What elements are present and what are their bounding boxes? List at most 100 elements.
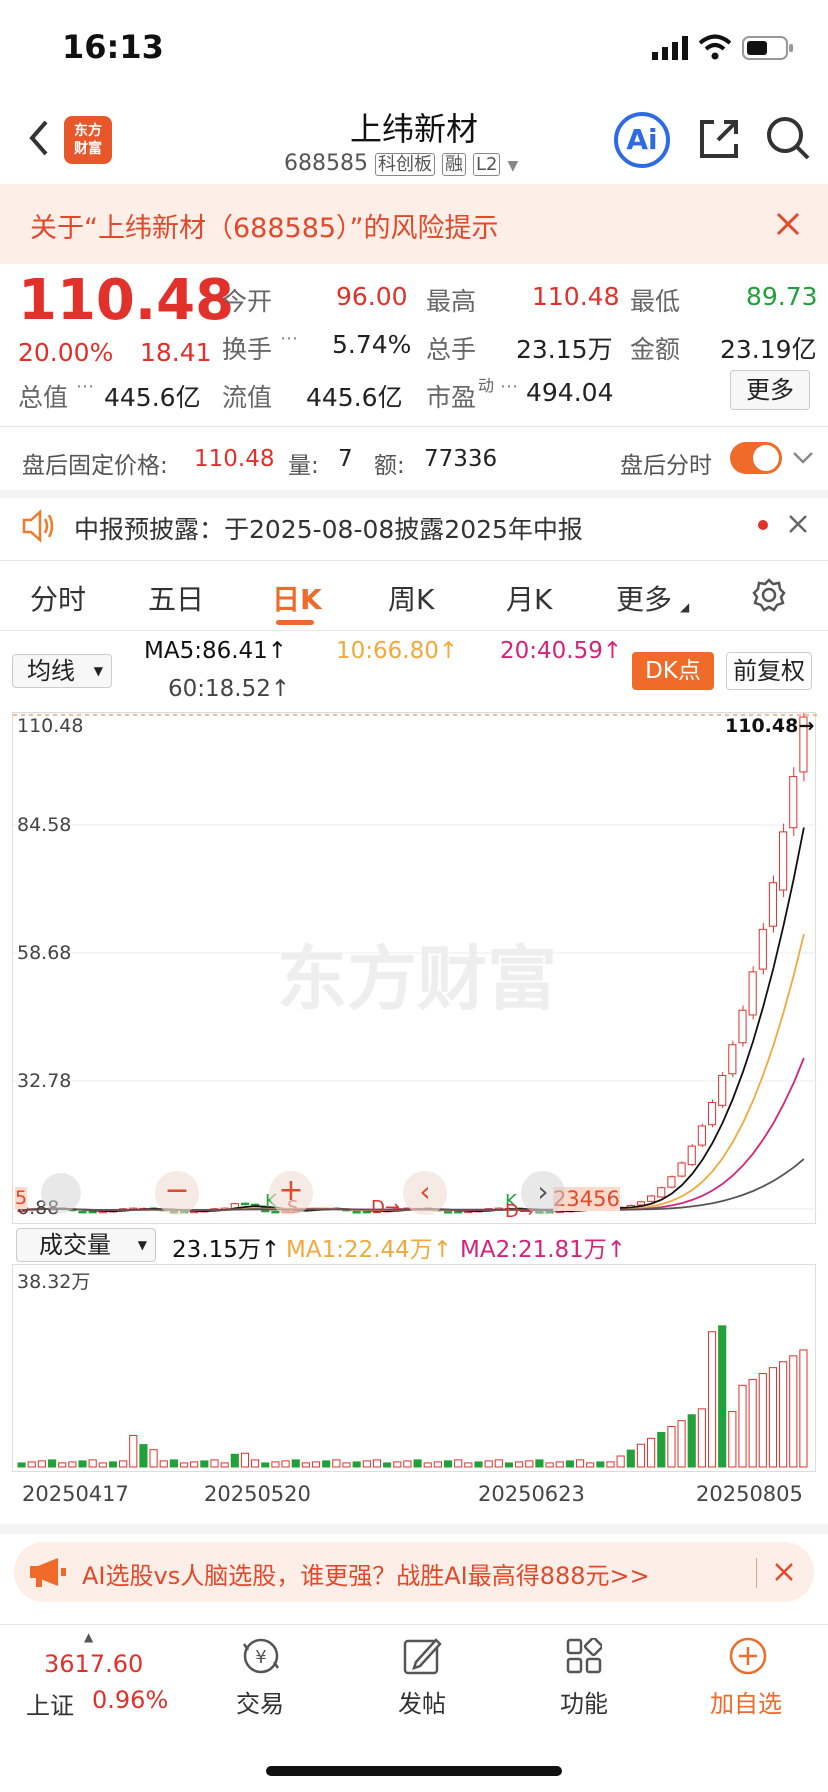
post-icon[interactable] <box>402 1636 442 1680</box>
chevron-down-icon[interactable] <box>792 450 814 470</box>
gear-icon[interactable] <box>752 578 786 616</box>
zoom-out-button[interactable] <box>41 1173 81 1213</box>
volume-bar <box>119 1460 128 1468</box>
date-label-3: 20250623 <box>478 1482 585 1506</box>
candle-body <box>768 882 778 927</box>
ai-icon[interactable]: Ai <box>614 112 670 168</box>
chevron-left-icon[interactable]: ‹ <box>403 1171 447 1215</box>
index-value[interactable]: 3617.60 <box>44 1650 144 1678</box>
stock-title: 上纬新材 <box>349 110 478 148</box>
nav-trade[interactable]: 交易 <box>236 1690 284 1718</box>
change-pct: 20.00% <box>18 338 114 367</box>
search-icon[interactable] <box>764 114 812 166</box>
current-price: 110.48 <box>18 268 235 333</box>
volume-bar <box>403 1460 412 1468</box>
chevron-right-icon[interactable]: › <box>521 1171 565 1215</box>
info-icon[interactable]: ⋯ <box>280 328 298 349</box>
wifi-icon <box>698 34 732 64</box>
y-label-3: 58.68 <box>17 942 72 964</box>
nav-post[interactable]: 发帖 <box>398 1690 446 1718</box>
volume-bar <box>342 1462 351 1468</box>
date-label-1: 20250417 <box>22 1482 129 1506</box>
nav-add-watchlist[interactable]: 加自选 <box>710 1690 782 1718</box>
volume-bar <box>58 1462 67 1468</box>
back-icon[interactable] <box>26 118 50 162</box>
app-logo: 东方 财富 <box>64 116 112 164</box>
change-value: 18.41 <box>140 338 212 367</box>
svg-text:¥: ¥ <box>255 1647 266 1668</box>
volume-bar <box>17 1462 26 1468</box>
stock-code: 688585 <box>284 151 368 176</box>
candle-body <box>362 1210 371 1214</box>
y-label-top: 110.48 <box>17 715 84 737</box>
date-label-2: 20250520 <box>204 1482 311 1506</box>
ad-text: AI选股vs人脑选股，谁更强？战胜AI最高得888元>> <box>82 1562 650 1590</box>
tab-more[interactable]: 更多 <box>616 583 673 616</box>
volume-bar <box>464 1462 473 1468</box>
volume-bar <box>271 1461 280 1468</box>
add-watchlist-icon[interactable] <box>728 1636 768 1680</box>
tab-five-day[interactable]: 五日 <box>148 583 205 616</box>
open-label: 今开 <box>222 287 273 316</box>
kline-chart[interactable]: 东方财富 110.48 84.58 58.68 32.78 6.88 110.4… <box>12 706 817 1224</box>
turnover-label: 换手 <box>222 335 273 364</box>
volume-bar <box>758 1373 767 1468</box>
adjust-button[interactable]: 前复权 <box>726 652 812 690</box>
close-icon[interactable] <box>776 212 800 240</box>
speaker-icon <box>20 508 56 548</box>
more-button[interactable]: 更多 <box>730 370 810 410</box>
volume-bar <box>37 1460 46 1468</box>
kline-svg <box>13 706 817 1214</box>
volume-bar <box>190 1461 199 1468</box>
nav-function[interactable]: 功能 <box>560 1690 608 1718</box>
index-name[interactable]: 上证 <box>26 1692 74 1720</box>
clock: 16:13 <box>62 28 164 66</box>
volume-ma1: MA1:22.44万↑ <box>286 1237 453 1263</box>
close-icon[interactable] <box>788 514 808 538</box>
ma-selector[interactable]: 均线 ▼ <box>12 654 112 688</box>
volume-selector-label: 成交量 <box>39 1231 111 1259</box>
volume-bar <box>352 1461 361 1468</box>
volume-selector[interactable]: 成交量 ▼ <box>16 1228 156 1262</box>
share-icon[interactable] <box>696 116 742 166</box>
trade-icon[interactable]: ¥ <box>238 1636 284 1680</box>
candle-body <box>677 1162 686 1177</box>
candle-body <box>443 1211 453 1214</box>
volume-bar <box>799 1349 808 1468</box>
mktcap-value: 445.6亿 <box>104 383 201 412</box>
close-icon[interactable] <box>774 1562 794 1586</box>
dk-point-button[interactable]: DK点 <box>632 652 714 690</box>
high-label: 最高 <box>426 287 477 316</box>
after-hours-amt: 77336 <box>424 446 498 472</box>
seq-label-left: 5 <box>15 1187 28 1209</box>
volume-bar <box>484 1460 493 1468</box>
zoom-in-icon[interactable]: + <box>269 1171 313 1215</box>
volume-bar <box>789 1355 798 1468</box>
tab-daily-k[interactable]: 日K <box>272 583 322 616</box>
volume-bar <box>362 1460 371 1468</box>
info-icon[interactable]: ⋯ <box>76 376 94 397</box>
pe-sup: 动 <box>478 376 495 395</box>
volume-bar <box>555 1461 564 1468</box>
tab-monthly-k[interactable]: 月K <box>506 583 553 616</box>
grid-icon[interactable] <box>566 1636 604 1678</box>
signal-icon <box>652 36 692 60</box>
candle-body <box>758 928 767 970</box>
candle-body <box>271 1210 280 1214</box>
index-change[interactable]: 0.96% <box>92 1686 169 1714</box>
zoom-out-icon[interactable]: − <box>155 1171 199 1215</box>
tab-weekly-k[interactable]: 周K <box>388 583 435 616</box>
risk-banner[interactable]: 关于“上纬新材（688585）”的风险提示 <box>0 184 828 264</box>
chevron-down-icon[interactable]: ▼ <box>507 158 519 174</box>
tab-intraday[interactable]: 分时 <box>30 583 87 616</box>
volume-chart[interactable]: 38.32万 <box>12 1264 816 1472</box>
ad-banner[interactable]: AI选股vs人脑选股，谁更强？战胜AI最高得888元>> <box>14 1542 814 1602</box>
info-icon[interactable]: ⋯ <box>500 376 518 397</box>
ma60-value: 60:18.52↑ <box>168 676 291 702</box>
battery-icon <box>742 36 794 66</box>
candle-body <box>748 971 757 1016</box>
after-hours-toggle[interactable] <box>730 442 782 474</box>
unread-dot <box>758 520 768 530</box>
volume-bar <box>535 1459 544 1468</box>
notice-text[interactable]: 中报预披露：于2025-08-08披露2025年中报 <box>74 515 583 544</box>
